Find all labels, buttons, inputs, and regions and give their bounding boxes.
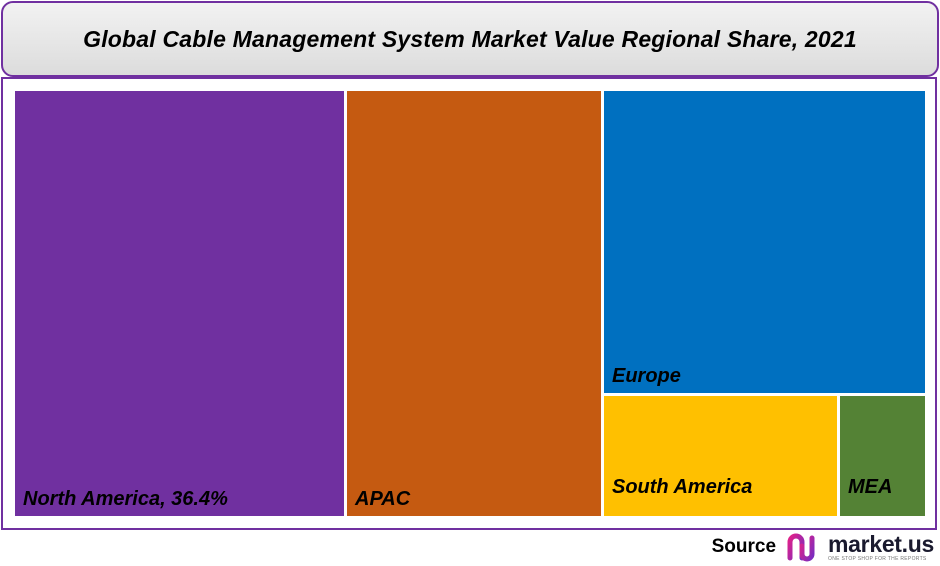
tile-mea [840,396,925,516]
footer: Source market.us ONE STOP SHOP FOR THE R… [712,532,934,562]
chart-frame: North America, 36.4% APAC Europe South Amer… [1,77,937,530]
treemap: North America, 36.4% APAC Europe South Amer… [15,91,925,516]
market-us-logo-icon [787,533,822,562]
tile-label-apac: APAC [354,488,411,510]
tile-south-america [604,396,837,516]
tile-label-europe: Europe [612,365,681,387]
tile-label-mea: MEA [848,476,892,498]
tile-europe [604,91,925,393]
logo-text-wrap: market.us ONE STOP SHOP FOR THE REPORTS [828,530,934,562]
tile-label-north-america: North America, 36.4% [23,488,228,510]
tile-north-america [15,91,344,516]
logo-tagline: ONE STOP SHOP FOR THE REPORTS [828,555,927,562]
logo-text: market.us [828,530,934,557]
tile-apac [347,91,601,516]
chart-title: Global Cable Management System Market Va… [83,25,857,52]
title-box: Global Cable Management System Market Va… [1,1,939,77]
tile-label-south-america: South America [612,476,752,498]
source-label: Source [711,536,777,557]
